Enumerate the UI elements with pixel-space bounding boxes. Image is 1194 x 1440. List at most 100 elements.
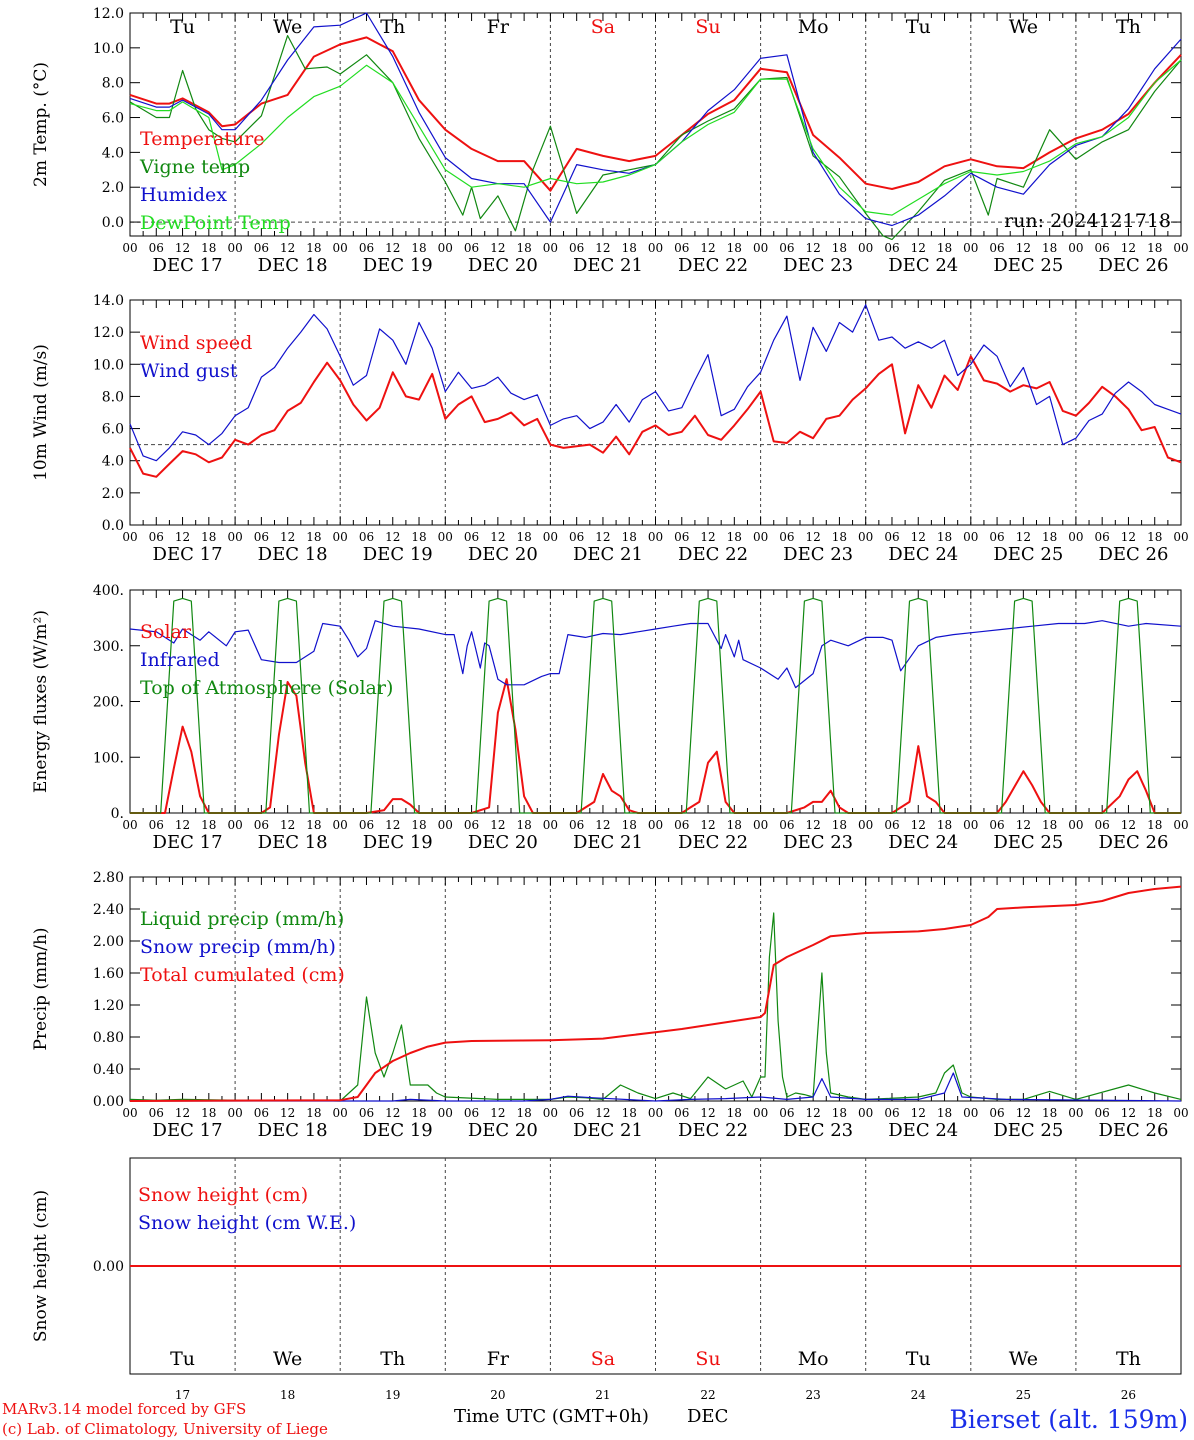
series-line-wind-0 xyxy=(129,355,1182,478)
hour-label: 06 xyxy=(1095,241,1110,255)
y-axis-label: 2m Temp. (°C) xyxy=(31,62,51,187)
panel-flux: 0. 100. 200. 300. 400. Energy fluxes (W/m²) 00… xyxy=(31,583,1189,853)
hour-label: 18 xyxy=(937,241,952,255)
date-label: DEC 18 xyxy=(258,832,328,853)
y-tick-label: 2.0 xyxy=(102,180,124,196)
day-number-label: 23 xyxy=(806,1388,821,1402)
hour-label: 00 xyxy=(1068,530,1083,544)
y-tick-label: 0.0 xyxy=(102,215,124,231)
series-line-flux-1 xyxy=(129,620,1182,689)
hour-label: 06 xyxy=(779,818,794,832)
date-label: DEC 26 xyxy=(1098,255,1168,276)
hour-label: 00 xyxy=(963,818,978,832)
hour-label: 12 xyxy=(911,530,926,544)
date-label: DEC 19 xyxy=(363,255,433,276)
hour-label: 00 xyxy=(858,1106,873,1120)
hour-label: 06 xyxy=(569,818,584,832)
date-label: DEC 22 xyxy=(678,544,748,565)
date-label: DEC 23 xyxy=(783,544,853,565)
y-axis-label: Snow height (cm) xyxy=(31,1190,51,1342)
weekday-label: Mo xyxy=(798,1348,829,1370)
y-tick-label: 0.00 xyxy=(93,1094,124,1110)
hour-label: 00 xyxy=(858,530,873,544)
hour-label: 18 xyxy=(201,241,216,255)
hour-label: 00 xyxy=(543,1106,558,1120)
hour-label: 00 xyxy=(963,530,978,544)
day-number-label: 26 xyxy=(1121,1388,1136,1402)
hour-label: 00 xyxy=(438,1106,453,1120)
y-tick-label: 10.0 xyxy=(93,41,124,57)
weekday-label: Tu xyxy=(906,16,931,38)
weekday-label: Tu xyxy=(906,1348,931,1370)
y-tick-label: 0. xyxy=(111,806,124,822)
hour-label: 12 xyxy=(806,1106,821,1120)
y-tick-label: 300. xyxy=(93,639,124,655)
hour-label: 18 xyxy=(622,818,637,832)
hour-label: 00 xyxy=(963,241,978,255)
y-tick-label: 4.0 xyxy=(102,145,124,161)
run-label: run: 2024121718 xyxy=(1004,210,1171,232)
hour-label: 12 xyxy=(595,530,610,544)
hour-label: 18 xyxy=(306,818,321,832)
hour-label: 00 xyxy=(438,530,453,544)
hour-label: 06 xyxy=(359,241,374,255)
date-label: DEC 24 xyxy=(888,1120,958,1141)
weekday-label: Fr xyxy=(487,1348,510,1370)
hour-label: 18 xyxy=(516,1106,531,1120)
hour-label: 12 xyxy=(280,241,295,255)
series-line-wind-1 xyxy=(129,304,1182,462)
hour-label: 18 xyxy=(411,818,426,832)
hour-label: 12 xyxy=(1016,1106,1031,1120)
hour-label: 06 xyxy=(779,1106,794,1120)
series-line-temp-1 xyxy=(129,34,1182,241)
hour-label: 00 xyxy=(122,241,137,255)
legend-entry: Liquid precip (mm/h) xyxy=(140,908,344,930)
date-label: DEC 23 xyxy=(783,1120,853,1141)
hour-label: 00 xyxy=(648,530,663,544)
hour-label: 18 xyxy=(516,241,531,255)
hour-label: 18 xyxy=(306,241,321,255)
hour-label: 06 xyxy=(989,1106,1004,1120)
hour-label: 12 xyxy=(490,530,505,544)
hour-label: 06 xyxy=(254,818,269,832)
hour-label: 12 xyxy=(490,1106,505,1120)
hour-label: 00 xyxy=(858,241,873,255)
y-tick-label: 0.80 xyxy=(93,1030,124,1046)
hour-label: 00 xyxy=(1173,818,1188,832)
x-axis-month: DEC xyxy=(687,1406,728,1427)
hour-label: 18 xyxy=(516,818,531,832)
panel-snow: 0.00 Snow height (cm) Snow height (cm) Snow… xyxy=(31,1157,1182,1402)
hour-label: 12 xyxy=(700,530,715,544)
date-label: DEC 25 xyxy=(993,1120,1063,1141)
weekday-label: Fr xyxy=(487,16,510,38)
date-label: DEC 24 xyxy=(888,255,958,276)
legend-entry: Top of Atmosphere (Solar) xyxy=(140,677,393,699)
series-line-precip-1 xyxy=(130,1072,1182,1102)
hour-label: 06 xyxy=(569,241,584,255)
series-line-flux-2 xyxy=(130,597,1181,814)
hour-label: 12 xyxy=(385,241,400,255)
hour-label: 00 xyxy=(333,818,348,832)
date-label: DEC 23 xyxy=(783,832,853,853)
hour-label: 18 xyxy=(1042,818,1057,832)
hour-label: 12 xyxy=(700,241,715,255)
hour-label: 12 xyxy=(700,1106,715,1120)
hour-label: 00 xyxy=(227,1106,242,1120)
hour-label: 18 xyxy=(832,530,847,544)
hour-label: 00 xyxy=(438,818,453,832)
date-label: DEC 24 xyxy=(888,544,958,565)
hour-label: 06 xyxy=(884,818,899,832)
hour-label: 12 xyxy=(806,241,821,255)
hour-label: 06 xyxy=(359,818,374,832)
hour-label: 06 xyxy=(149,530,164,544)
hour-label: 00 xyxy=(753,818,768,832)
hour-label: 18 xyxy=(1147,241,1162,255)
hour-label: 00 xyxy=(858,818,873,832)
footer: MARv3.14 model forced by GFS (c) Lab. of… xyxy=(2,1400,1188,1438)
hour-label: 18 xyxy=(832,818,847,832)
y-tick-label: 200. xyxy=(93,695,124,711)
hour-label: 18 xyxy=(1042,530,1057,544)
hour-label: 12 xyxy=(911,818,926,832)
hour-label: 12 xyxy=(1121,241,1136,255)
